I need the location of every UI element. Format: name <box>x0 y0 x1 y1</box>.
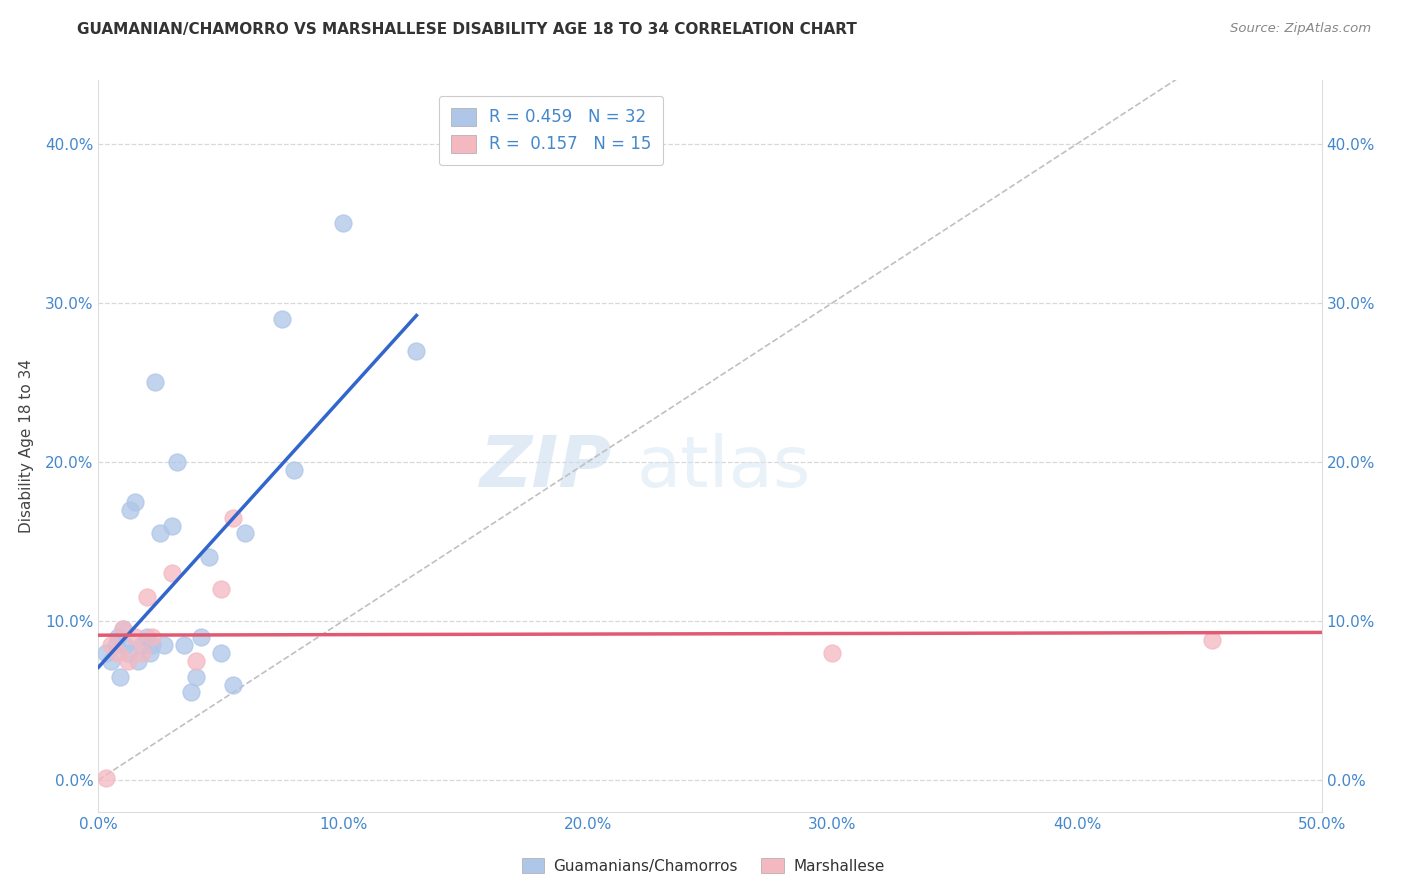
Point <box>197 550 219 565</box>
Text: ZIP: ZIP <box>479 434 612 502</box>
Point <box>141 638 163 652</box>
Point <box>100 638 122 652</box>
Point <box>136 630 159 644</box>
Point <box>186 669 208 683</box>
Point <box>124 630 146 644</box>
Point <box>127 654 149 668</box>
Text: Source: ZipAtlas.com: Source: ZipAtlas.com <box>1230 22 1371 36</box>
Point <box>270 311 294 326</box>
Point <box>160 518 183 533</box>
Point <box>131 646 153 660</box>
Legend: Guamanians/Chamorros, Marshallese: Guamanians/Chamorros, Marshallese <box>516 852 890 880</box>
Point <box>160 566 183 581</box>
Point <box>117 646 139 660</box>
Legend: R = 0.459   N = 32, R =  0.157   N = 15: R = 0.459 N = 32, R = 0.157 N = 15 <box>439 96 664 165</box>
Point <box>100 654 122 668</box>
Point <box>94 772 117 786</box>
Point <box>117 654 139 668</box>
Point <box>94 646 117 660</box>
Text: atlas: atlas <box>637 434 811 502</box>
Point <box>222 677 245 691</box>
Point <box>120 502 142 516</box>
Point <box>110 669 132 683</box>
Point <box>104 638 127 652</box>
Point <box>143 376 166 390</box>
Point <box>141 630 163 644</box>
Text: GUAMANIAN/CHAMORRO VS MARSHALLESE DISABILITY AGE 18 TO 34 CORRELATION CHART: GUAMANIAN/CHAMORRO VS MARSHALLESE DISABI… <box>77 22 858 37</box>
Point <box>166 455 188 469</box>
Point <box>209 646 232 660</box>
Point <box>209 582 232 596</box>
Point <box>136 590 159 604</box>
Point <box>111 622 134 636</box>
Point <box>186 654 208 668</box>
Point <box>332 216 354 230</box>
Point <box>1201 632 1223 647</box>
Point <box>114 638 136 652</box>
Y-axis label: Disability Age 18 to 34: Disability Age 18 to 34 <box>18 359 34 533</box>
Point <box>107 646 129 660</box>
Point <box>821 646 844 660</box>
Point <box>233 526 256 541</box>
Point <box>149 526 172 541</box>
Point <box>139 646 162 660</box>
Point <box>107 630 129 644</box>
Point <box>131 638 153 652</box>
Point <box>283 463 305 477</box>
Point <box>405 343 427 358</box>
Point <box>124 494 146 508</box>
Point <box>173 638 195 652</box>
Point <box>222 510 245 524</box>
Point <box>153 638 176 652</box>
Point <box>111 622 134 636</box>
Point <box>180 685 202 699</box>
Point <box>190 630 212 644</box>
